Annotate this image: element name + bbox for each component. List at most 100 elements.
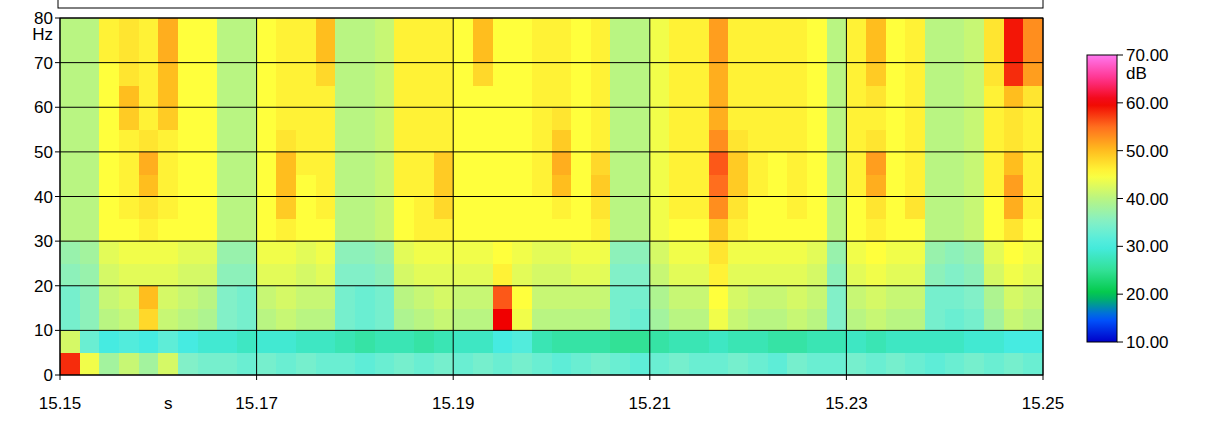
cell — [689, 130, 709, 153]
cell — [158, 219, 178, 242]
cell — [414, 241, 434, 264]
cell — [728, 353, 748, 375]
cell — [493, 40, 513, 63]
cell — [493, 219, 513, 242]
cell — [591, 18, 611, 41]
cell — [984, 130, 1004, 153]
cell — [925, 197, 945, 220]
colorbar-tick-label: 20.00 — [1126, 285, 1169, 304]
cell — [650, 85, 670, 108]
cell — [178, 40, 198, 63]
cell — [178, 174, 198, 197]
cell — [571, 174, 591, 197]
cell — [532, 40, 552, 63]
cell — [630, 219, 650, 242]
cell — [355, 85, 375, 108]
cell — [316, 353, 336, 375]
cell — [591, 174, 611, 197]
cell — [198, 174, 218, 197]
cell — [886, 197, 906, 220]
cell — [827, 152, 847, 175]
cell — [257, 85, 277, 108]
cell — [414, 308, 434, 331]
cell — [945, 197, 965, 220]
cell — [846, 18, 866, 41]
cell — [434, 308, 454, 331]
cell — [669, 353, 689, 375]
cell — [355, 286, 375, 309]
cell — [316, 219, 336, 242]
cell — [807, 107, 827, 130]
cell — [473, 286, 493, 309]
cell — [139, 130, 159, 153]
cell — [257, 330, 277, 353]
cell — [945, 174, 965, 197]
cell — [650, 353, 670, 375]
cell — [905, 107, 925, 130]
y-tick — [55, 62, 60, 63]
cell — [60, 152, 80, 175]
cell — [394, 130, 414, 153]
cell — [807, 219, 827, 242]
cell — [237, 330, 257, 353]
cell — [552, 330, 572, 353]
cell — [709, 130, 729, 153]
cell — [886, 152, 906, 175]
cell — [493, 152, 513, 175]
cell — [158, 330, 178, 353]
cell — [60, 107, 80, 130]
cell — [1004, 197, 1024, 220]
cell — [80, 241, 100, 264]
cell — [375, 152, 395, 175]
cell — [964, 263, 984, 286]
cell — [512, 263, 532, 286]
cell — [473, 40, 493, 63]
cell — [80, 107, 100, 130]
cell — [984, 85, 1004, 108]
cell — [335, 18, 355, 41]
cell — [905, 219, 925, 242]
cell — [158, 40, 178, 63]
cell — [198, 241, 218, 264]
cell — [945, 152, 965, 175]
cell — [846, 107, 866, 130]
plot-frame — [60, 18, 1043, 375]
cell — [512, 107, 532, 130]
cell — [905, 18, 925, 41]
cell — [493, 286, 513, 309]
cell — [552, 308, 572, 331]
colorbar-label: dB — [1126, 64, 1147, 83]
cell — [257, 286, 277, 309]
cell — [316, 241, 336, 264]
cell — [276, 18, 296, 41]
cell — [257, 152, 277, 175]
cell — [394, 241, 414, 264]
cell — [434, 241, 454, 264]
cell — [335, 219, 355, 242]
cell — [630, 330, 650, 353]
cell — [846, 353, 866, 375]
cell — [512, 85, 532, 108]
cell — [866, 63, 886, 86]
cell — [158, 130, 178, 153]
cell — [964, 219, 984, 242]
cell — [945, 107, 965, 130]
cell — [728, 219, 748, 242]
cell — [807, 85, 827, 108]
cell — [394, 353, 414, 375]
cell — [158, 353, 178, 375]
cell — [139, 63, 159, 86]
x-tick — [256, 375, 257, 380]
cell — [1023, 263, 1043, 286]
cell — [984, 263, 1004, 286]
colorbar-tick-label: 40.00 — [1126, 190, 1169, 209]
cell — [119, 197, 139, 220]
cell — [375, 63, 395, 86]
y-tick-label: 30 — [34, 232, 53, 251]
y-tick — [55, 18, 60, 19]
cell — [414, 330, 434, 353]
cell — [827, 330, 847, 353]
cell — [394, 263, 414, 286]
cell — [689, 18, 709, 41]
x-tick — [60, 375, 61, 380]
